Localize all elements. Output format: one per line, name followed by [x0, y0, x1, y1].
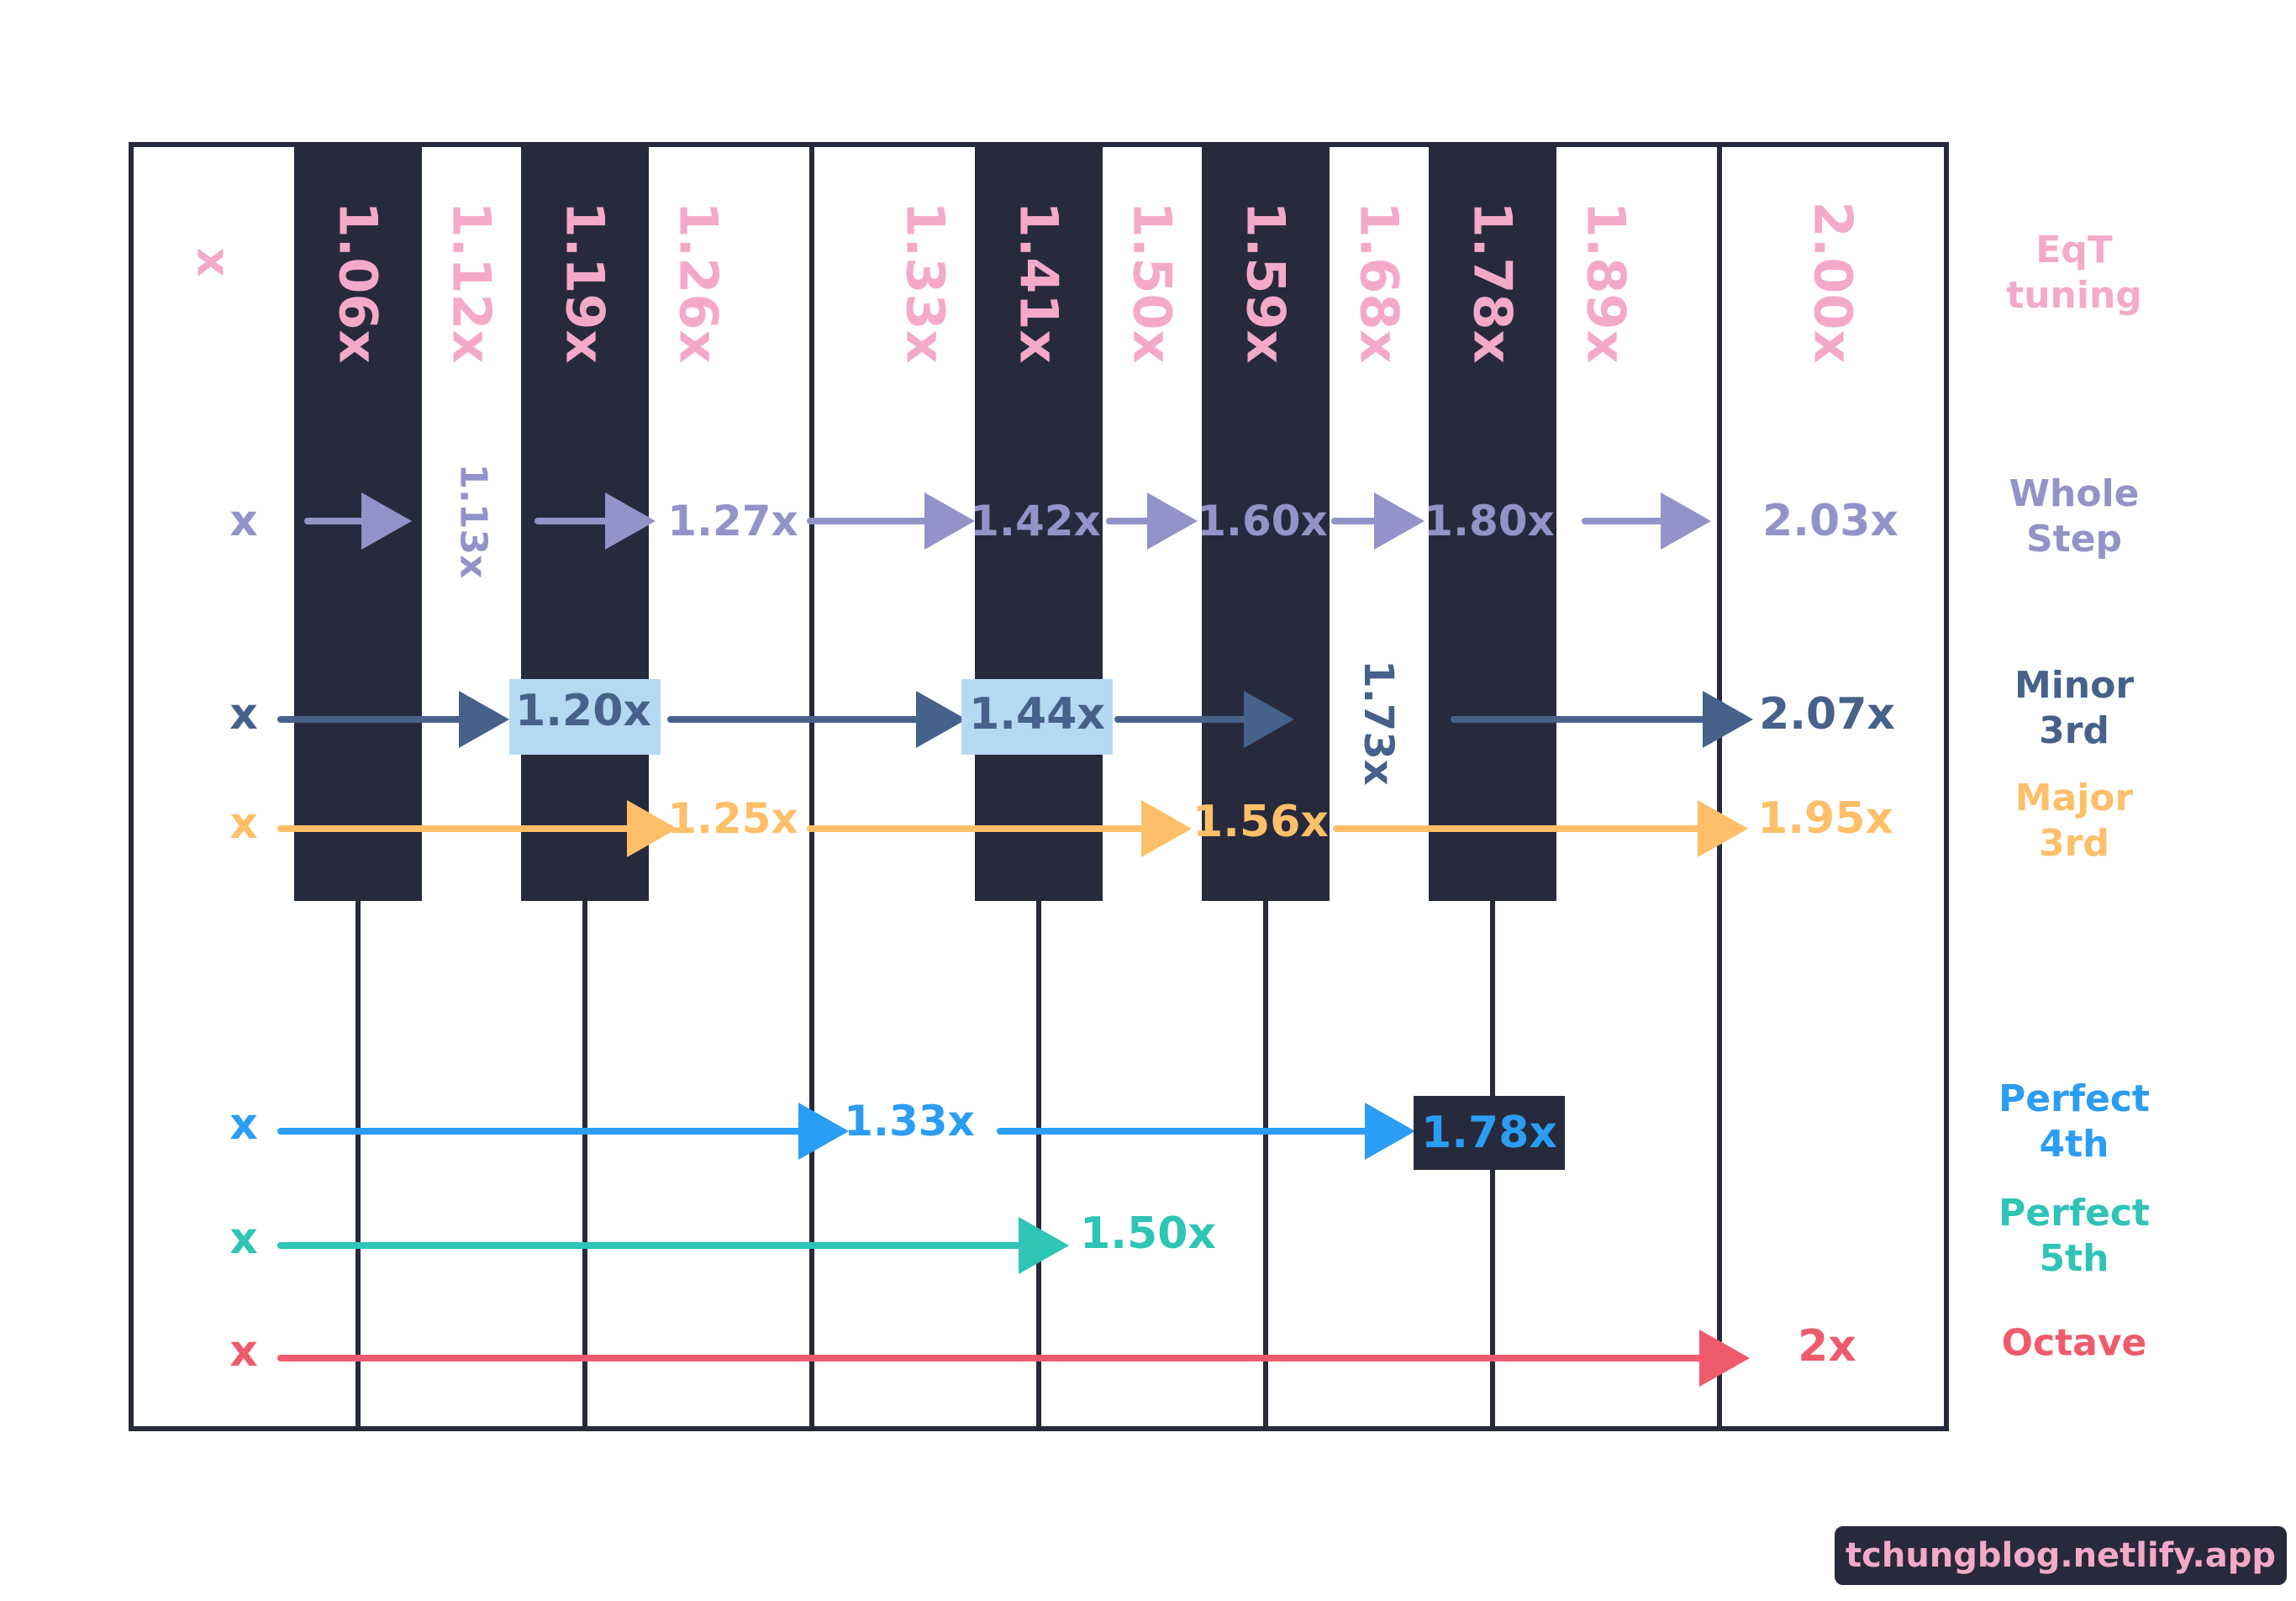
row-label-major-third: Major 3rd	[2015, 777, 2134, 865]
perfect-fifth-arrow	[277, 1217, 1069, 1274]
minor-third-arrow	[1451, 691, 1753, 748]
site-credit-badge: tchungblog.netlify.app	[1835, 1526, 2287, 1585]
whole-step-arrow	[304, 492, 412, 550]
minor-third-start-label: x	[229, 689, 258, 740]
eqt-value-label: 1.06x	[328, 202, 389, 364]
eqt-value-label: 1.89x	[1576, 202, 1637, 364]
perfect-fourth-arrow	[277, 1103, 849, 1160]
row-label-whole-step: Whole Step	[2009, 472, 2139, 561]
eqt-start-label: x	[187, 248, 240, 277]
black-key	[1429, 145, 1556, 901]
whole-step-arrow	[535, 492, 656, 550]
perfect-fifth-arrow-head	[1019, 1217, 1069, 1274]
perfect-fourth-highlight	[1414, 1096, 1565, 1170]
whole-step-arrow-head	[924, 492, 975, 550]
whole-step-arrow	[1331, 492, 1424, 550]
whole-step-arrow	[1106, 492, 1198, 550]
minor-third-arrow	[277, 691, 509, 748]
octave-value-label: 2x	[1798, 1321, 1856, 1372]
eqt-value-label: 1.68x	[1349, 202, 1410, 364]
whole-step-arrow-head	[1147, 492, 1198, 550]
minor-third-highlight	[509, 679, 661, 755]
major-third-arrow-head	[1141, 800, 1192, 857]
minor-third-arrow-head	[1244, 691, 1294, 748]
eqt-value-label: 1.12x	[441, 202, 503, 364]
perfect-fourth-arrow-head	[1365, 1103, 1415, 1160]
whole-step-value-label: 1.13x	[452, 464, 495, 579]
major-third-arrow-head	[627, 800, 677, 857]
eqt-value-label: 1.19x	[555, 202, 616, 364]
perfect-fourth-arrow-head	[798, 1103, 849, 1160]
whole-step-arrow-head	[1374, 492, 1424, 550]
minor-third-arrow	[1114, 691, 1294, 748]
black-key	[1202, 145, 1330, 901]
eqt-value-label: 1.50x	[1122, 202, 1183, 364]
whole-step-value-label: 1.60x	[1197, 497, 1328, 545]
whole-step-value-label: 2.03x	[1762, 496, 1898, 546]
minor-third-arrow	[667, 691, 966, 748]
minor-third-arrow-head	[916, 691, 966, 748]
perfect-fourth-start-label: x	[229, 1099, 258, 1150]
perfect-fourth-arrow	[997, 1103, 1415, 1160]
whole-step-value-label: 1.27x	[667, 497, 798, 545]
minor-third-arrow-head	[459, 691, 509, 748]
minor-third-value-label: 2.07x	[1759, 689, 1895, 740]
whole-step-value-label: 1.42x	[970, 497, 1101, 545]
minor-third-value-label: 1.73x	[1355, 660, 1402, 785]
perfect-fourth-value-label: 1.33x	[844, 1097, 975, 1145]
eqt-value-label: 1.78x	[1462, 202, 1524, 364]
major-third-start-label: x	[229, 798, 258, 849]
major-third-value-label: 1.56x	[1193, 797, 1329, 847]
whole-step-arrow-head	[1661, 492, 1711, 550]
row-label-octave: Octave	[2002, 1322, 2147, 1365]
octave-arrow	[277, 1330, 1750, 1387]
minor-third-highlight	[961, 679, 1113, 755]
major-third-value-label: 1.25x	[667, 794, 798, 843]
perfect-fourth-value-label: 1.78x	[1421, 1108, 1557, 1158]
perfect-fifth-start-label: x	[229, 1214, 258, 1264]
major-third-arrow	[1333, 800, 1748, 857]
row-label-perfect-fifth: Perfect 5th	[1998, 1192, 2150, 1280]
whole-step-arrow	[807, 492, 975, 550]
whole-step-arrow-head	[361, 492, 412, 550]
row-label-minor-third: Minor 3rd	[2014, 664, 2134, 752]
eqt-value-label: 1.41x	[1008, 202, 1070, 364]
row-label-perfect-fourth: Perfect 4th	[1998, 1077, 2150, 1166]
minor-third-arrow-head	[1703, 691, 1753, 748]
black-key	[975, 145, 1103, 901]
whole-step-arrow	[1582, 492, 1711, 550]
major-third-value-label: 1.95x	[1757, 793, 1893, 844]
minor-third-value-label: 1.20x	[515, 686, 651, 736]
eqt-value-label: 1.33x	[895, 202, 956, 364]
whole-step-value-label: 1.80x	[1424, 497, 1555, 545]
octave-start-label: x	[229, 1326, 258, 1377]
perfect-fifth-value-label: 1.50x	[1080, 1209, 1216, 1259]
row-label-eqt: EqT tuning	[2006, 229, 2142, 317]
octave-arrow-head	[1699, 1330, 1750, 1387]
minor-third-value-label: 1.44x	[969, 689, 1105, 740]
whole-step-arrow-head	[605, 492, 656, 550]
eqt-value-label: 1.59x	[1235, 202, 1297, 364]
major-third-arrow-head	[1698, 800, 1748, 857]
major-third-arrow	[277, 800, 677, 857]
whole-step-start-label: x	[229, 496, 258, 546]
eqt-value-label: 2.00x	[1803, 202, 1864, 364]
major-third-arrow	[807, 800, 1192, 857]
eqt-value-label: 1.26x	[668, 202, 729, 364]
